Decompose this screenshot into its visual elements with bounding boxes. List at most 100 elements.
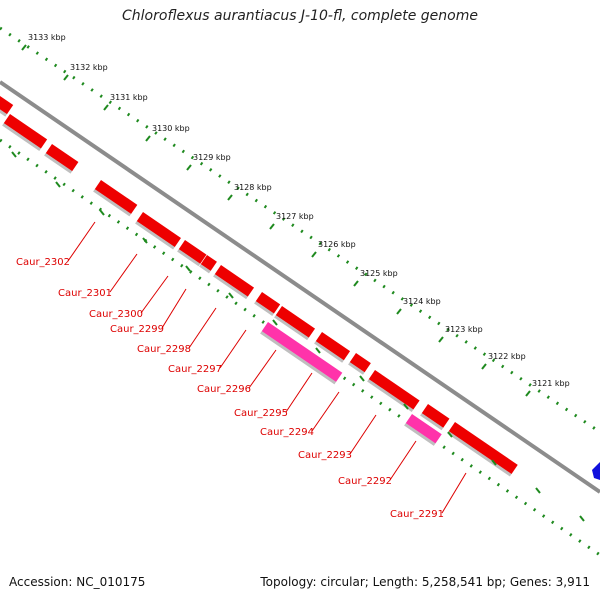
kbp-tick-label: 3123 kbp (445, 325, 483, 334)
gene-label[interactable]: Caur_2294 (260, 427, 314, 438)
kbp-tick-mark (481, 363, 487, 370)
gene-label[interactable]: Caur_2292 (338, 476, 392, 487)
gene-feature[interactable] (199, 255, 217, 274)
gene-block (448, 422, 518, 474)
gene-feature[interactable] (367, 370, 420, 413)
kbp-tick-mark (447, 431, 453, 438)
kbp-tick-label: 3127 kbp (276, 212, 314, 221)
gene-feature[interactable] (274, 306, 316, 341)
kbp-tick-mark (103, 104, 109, 111)
gene-block (3, 114, 48, 149)
gene-label-leader (140, 275, 169, 314)
gene-label[interactable]: Caur_2297 (168, 364, 222, 375)
gene-feature[interactable] (2, 114, 48, 151)
kbp-tick-label: 3122 kbp (488, 352, 526, 361)
kbp-tick-mark (186, 164, 192, 171)
kbp-tick-mark (353, 280, 359, 287)
gene-feature[interactable] (93, 180, 138, 217)
gene-block (45, 144, 79, 172)
gene-feature[interactable] (44, 144, 79, 174)
gene-block-shadow (254, 301, 274, 316)
kbp-tick-mark (315, 347, 321, 354)
gene-label[interactable]: Caur_2301 (58, 288, 112, 299)
gene-feature[interactable] (213, 265, 255, 300)
gene-block (261, 322, 343, 382)
kbp-tick-mark (438, 336, 444, 343)
kbp-tick-mark (21, 44, 27, 51)
gene-feature-highlight[interactable] (260, 322, 343, 385)
kbp-tick-mark (227, 194, 233, 201)
gene-label-leader (188, 307, 217, 349)
gene-feature[interactable] (135, 212, 181, 250)
gene-block (275, 306, 316, 338)
backbone-line (0, 80, 600, 494)
gene-label-leader (389, 440, 417, 481)
gene-block-shadow (367, 379, 414, 413)
gene-block-shadow (199, 264, 211, 274)
gene-block-shadow (93, 189, 132, 217)
gene-label[interactable]: Caur_2293 (298, 450, 352, 461)
gene-block-shadow (348, 362, 365, 375)
gene-feature[interactable] (420, 404, 450, 431)
gene-feature[interactable] (254, 292, 281, 316)
kbp-tick-mark (228, 292, 234, 299)
gene-feature[interactable] (177, 240, 207, 267)
gene-label[interactable]: Caur_2298 (137, 344, 191, 355)
gene-block-shadow (44, 153, 73, 174)
kbp-tick-label: 3128 kbp (234, 183, 272, 192)
gene-label[interactable]: Caur_2291 (390, 509, 444, 520)
kbp-tick-mark (145, 135, 151, 142)
kbp-tick-mark (535, 487, 541, 494)
gene-feature[interactable] (0, 96, 14, 117)
gene-label-leader (311, 391, 340, 432)
gene-label-leader (441, 472, 467, 514)
gene-label-leader (219, 329, 247, 369)
gene-block (0, 96, 14, 115)
gene-feature[interactable] (348, 353, 371, 375)
gene-block-shadow (135, 221, 175, 250)
gene-block-shadow (213, 274, 248, 300)
kbp-tick-mark (63, 74, 69, 81)
kbp-tick-mark (359, 375, 365, 382)
accession-text: Accession: NC_010175 (9, 575, 146, 589)
map-title: Chloroflexus aurantiacus J-10-fl, comple… (122, 8, 478, 24)
gene-label[interactable]: Caur_2300 (89, 309, 143, 320)
gene-feature-highlight[interactable] (404, 414, 442, 446)
kbp-tick-mark (11, 151, 17, 158)
kbp-tick-label: 3132 kbp (70, 63, 108, 72)
gene-block (94, 180, 138, 214)
gene-block (405, 414, 442, 444)
kbp-tick-mark (491, 459, 497, 466)
kbp-tick-label: 3121 kbp (532, 379, 570, 388)
kbp-tick-label: 3133 kbp (28, 33, 66, 42)
gene-block-shadow (2, 123, 41, 151)
genome-summary-text: Topology: circular; Length: 5,258,541 bp… (260, 575, 590, 589)
gene-label-leader (161, 288, 187, 329)
gene-block-shadow (404, 423, 436, 446)
gene-label[interactable]: Caur_2302 (16, 257, 70, 268)
gene-block-shadow (447, 431, 512, 477)
kbp-tick-mark (142, 237, 148, 244)
kbp-tick-label: 3124 kbp (403, 297, 441, 306)
gene-labels: Caur_2302 Caur_2301 Caur_2300 Caur_2299 Caur… (16, 221, 467, 520)
gene-feature-other[interactable] (592, 462, 600, 480)
gene-label[interactable]: Caur_2299 (110, 324, 164, 335)
gene-block-shadow (0, 105, 8, 117)
kbp-tick-label: 3131 kbp (110, 93, 148, 102)
genome-backbone (0, 80, 600, 494)
kbp-tick-mark (269, 223, 275, 230)
kbp-tick-label: 3126 kbp (318, 240, 356, 249)
gene-block (421, 404, 450, 428)
gene-label[interactable]: Caur_2296 (197, 384, 251, 395)
kbp-tick-mark (99, 209, 105, 216)
gene-feature[interactable] (314, 332, 351, 363)
gene-block (255, 292, 281, 314)
kbp-tick-mark (311, 251, 317, 258)
kbp-tick-mark (272, 319, 278, 326)
kbp-tick-mark (525, 390, 531, 397)
gene-label-leader (248, 349, 277, 389)
gene-label[interactable]: Caur_2295 (234, 408, 288, 419)
gene-label-leader (109, 253, 138, 293)
